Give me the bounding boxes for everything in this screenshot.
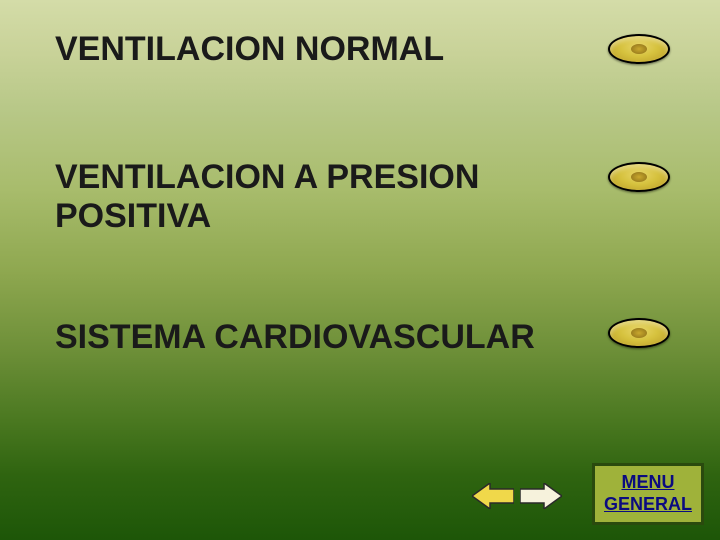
nav-button-ventilacion-presion-positiva[interactable]: [608, 162, 670, 192]
menu-general-button[interactable]: MENU GENERAL: [592, 463, 704, 525]
oval-dot-icon: [631, 172, 647, 182]
next-arrow-button[interactable]: [520, 483, 562, 509]
menu-item-ventilacion-normal: VENTILACION NORMAL: [55, 30, 444, 69]
oval-dot-icon: [631, 328, 647, 338]
nav-button-ventilacion-normal[interactable]: [608, 34, 670, 64]
menu-item-ventilacion-presion-positiva: VENTILACION A PRESION POSITIVA: [55, 158, 555, 236]
arrow-left-icon: [472, 483, 514, 509]
arrow-right-icon: [520, 483, 562, 509]
nav-arrows: [472, 483, 562, 509]
menu-item-sistema-cardiovascular: SISTEMA CARDIOVASCULAR: [55, 318, 535, 357]
prev-arrow-button[interactable]: [472, 483, 514, 509]
nav-button-sistema-cardiovascular[interactable]: [608, 318, 670, 348]
oval-dot-icon: [631, 44, 647, 54]
menu-general-label: MENU GENERAL: [604, 472, 692, 515]
